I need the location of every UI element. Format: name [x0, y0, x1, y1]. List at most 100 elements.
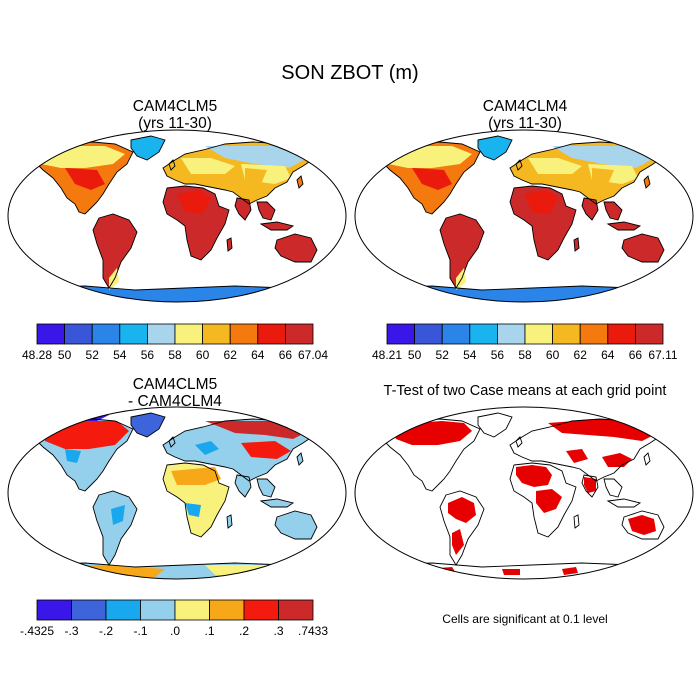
colorbar-swatch — [607, 323, 636, 345]
land-newZealand — [669, 541, 674, 551]
colorbar-swatch — [36, 599, 72, 621]
colorbar-swatch — [174, 323, 204, 345]
colorbar-tick-label: 67.04 — [298, 348, 328, 362]
colorbar-tick-label: 54 — [113, 348, 127, 362]
coastline-madagascar — [226, 514, 233, 529]
coastline-newZealand — [321, 263, 328, 275]
value-patch — [177, 190, 211, 214]
significant-cells — [516, 465, 552, 487]
significance-note: Cells are significant at 0.1 level — [442, 612, 608, 626]
colorbar-tick-label: .7433 — [298, 624, 328, 638]
coastline-indonesia — [606, 221, 642, 231]
value-patch — [205, 146, 311, 168]
colorbar-tick-label: 58 — [168, 348, 182, 362]
coastline-australia — [621, 510, 665, 540]
land-antarctica — [382, 563, 676, 579]
coastline-japan — [296, 175, 304, 189]
coastline-northAmerica — [381, 141, 481, 215]
land-africa — [163, 186, 229, 260]
significant-cells — [628, 515, 656, 535]
colorbar-tick-label: 48.28 — [22, 348, 52, 362]
significant-cells — [502, 569, 520, 575]
colorbar-tick-label: -.1 — [133, 624, 147, 638]
land-australia — [622, 234, 664, 262]
value-patch — [524, 190, 558, 214]
map-frame — [354, 129, 694, 303]
colorbar-tick-label: 54 — [463, 348, 477, 362]
value-patch — [241, 441, 291, 459]
coastline-seAsia — [603, 478, 623, 498]
coastline-southAmerica — [92, 213, 138, 289]
colorbar-swatch — [243, 599, 279, 621]
value-patch — [65, 449, 81, 463]
colorbar-swatch — [71, 599, 107, 621]
colorbar-cam4clm4: 48.21 50 52 54 56 58 60 62 64 66 67.11 — [372, 323, 678, 362]
coastline-india — [234, 197, 252, 221]
coastline-northAmerica — [381, 418, 481, 492]
colorbar-tick-label: 62 — [224, 348, 238, 362]
colorbar-swatch — [579, 323, 609, 345]
panel-3-title: CAM4CLM5 - CAM4CLM4 — [60, 376, 290, 410]
colorbar-tick-label: 50 — [408, 348, 422, 362]
colorbar-tick-label: 58 — [518, 348, 532, 362]
value-patch — [592, 168, 614, 184]
land-australia — [275, 234, 317, 262]
colorbar-tick-label: 62 — [574, 348, 588, 362]
coastline-japan — [296, 452, 304, 466]
land-greenland — [131, 413, 165, 437]
colorbar-swatch — [386, 323, 416, 345]
colorbar-swatch — [278, 599, 314, 621]
coastline-seAsia — [603, 201, 623, 221]
colorbar-tick-label: 48.21 — [372, 348, 402, 362]
land-seAsia — [604, 202, 622, 220]
coastline-japan — [643, 452, 651, 466]
land-greenland — [478, 413, 512, 437]
colorbar-tick-label: .0 — [170, 624, 180, 638]
panel-1-title-line2: (yrs 11-30) — [138, 115, 212, 132]
panel-1-title: CAM4CLM5 (yrs 11-30) — [60, 98, 290, 132]
colorbar-tick-label: 60 — [546, 348, 560, 362]
coastline-eurasia — [509, 418, 663, 482]
land-southAmerica — [93, 214, 137, 288]
land-india — [582, 198, 598, 220]
map-ttest — [354, 406, 694, 580]
value-patch — [111, 505, 125, 525]
coastline-northAmerica — [34, 418, 134, 492]
panel-2-title-line2: (yrs 11-30) — [488, 115, 562, 132]
significant-cells — [584, 477, 596, 493]
colorbar-tick-label: 66 — [279, 348, 293, 362]
colorbar-tick-label: 64 — [251, 348, 265, 362]
land-greenland — [131, 136, 165, 160]
coastline-india — [581, 197, 599, 221]
colorbar-swatch — [91, 323, 121, 345]
value-patch — [245, 168, 267, 184]
colorbar-swatch — [284, 323, 314, 345]
land-newZealand — [322, 264, 327, 274]
significant-cells — [566, 449, 588, 463]
coastline-eurasia — [162, 418, 316, 482]
coastline-indonesia — [259, 221, 295, 231]
colorbar-swatch — [496, 323, 526, 345]
colorbar-tick-label: 50 — [58, 348, 72, 362]
land-newZealand — [669, 264, 674, 274]
coastline-australia — [621, 233, 665, 263]
colorbar-tick-label: -.4325 — [20, 624, 54, 638]
value-patch — [181, 158, 235, 174]
figure-title: SON ZBOT (m) — [281, 62, 419, 84]
colorbar-swatch — [119, 323, 148, 345]
land-southAmerica — [440, 214, 484, 288]
coastline-newZealand — [321, 540, 328, 552]
land-madagascar — [227, 238, 232, 251]
coastline-australia — [274, 233, 318, 263]
colorbar-tick-label: .1 — [204, 624, 214, 638]
land-antarctica — [35, 563, 329, 579]
coastline-africa — [162, 462, 230, 538]
land-australia — [275, 511, 317, 539]
coastline-eurasia — [162, 141, 316, 205]
value-patch — [185, 503, 201, 517]
colorbar-swatch — [441, 323, 471, 345]
coastline-australia — [274, 510, 318, 540]
coastline-madagascar — [573, 237, 580, 252]
colorbar-swatch — [209, 599, 245, 621]
colorbar-swatch — [202, 323, 231, 345]
